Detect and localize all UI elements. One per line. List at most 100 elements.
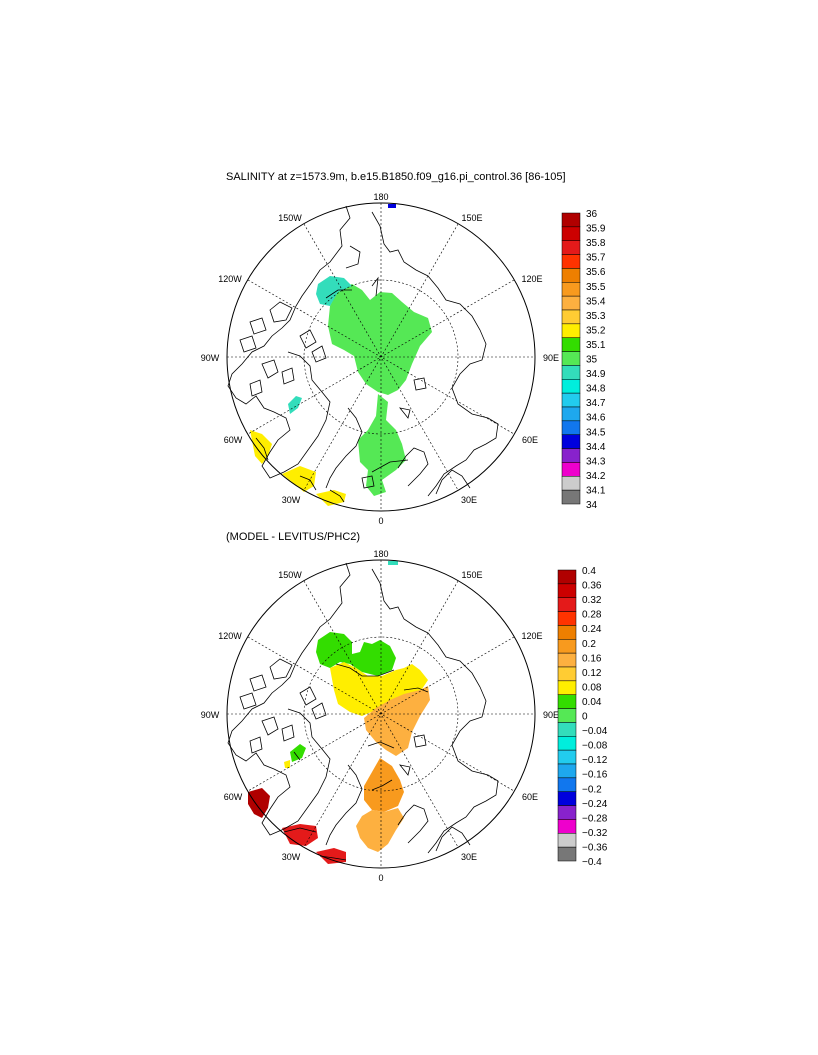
colorbar-label: 35.2	[586, 325, 606, 336]
colorbar-box	[557, 736, 577, 751]
colorbar-box	[557, 805, 577, 820]
colorbar-box	[561, 309, 581, 325]
colorbar-label: 0.08	[582, 682, 602, 693]
lon-label-150e: 150E	[461, 570, 482, 580]
colorbar-box	[557, 625, 577, 640]
colorbar-label: 35	[586, 355, 598, 366]
field-blue-pacific	[388, 204, 396, 208]
colorbar-label: −0.12	[582, 755, 608, 766]
colorbar-box	[557, 569, 577, 585]
colorbar-label: 35.7	[586, 253, 606, 264]
colorbar-box	[561, 476, 581, 491]
graticule	[227, 203, 535, 511]
lon-label-90w: 90W	[201, 353, 220, 363]
lon-label-30w: 30W	[282, 495, 301, 505]
colorbar-label: 34.7	[586, 398, 606, 409]
lon-label-180: 180	[373, 549, 388, 559]
colorbar-label: 0.12	[582, 668, 602, 679]
colorbar-box	[561, 462, 581, 477]
colorbar-box	[557, 819, 577, 834]
field-green-atlantic	[358, 394, 406, 496]
lon-label-0: 0	[378, 516, 383, 526]
field-cyan-baffin	[288, 396, 302, 414]
colorbar-label: −0.2	[582, 784, 602, 795]
colorbar-difference: 0.4 0.36 0.32 0.28 0.24 0.2 0.16 0.12 0.08 0.04 0 −…	[557, 566, 608, 868]
colorbar-label: 0.24	[582, 624, 602, 635]
colorbar-box	[557, 777, 577, 792]
graticule-2	[227, 560, 535, 868]
field-green-baffin	[290, 744, 306, 762]
colorbar-label: 35.1	[586, 340, 606, 351]
map-title-salinity: SALINITY at z=1573.9m, b.e15.B1850.f09_g…	[226, 171, 566, 183]
field-red-atlantic	[282, 824, 318, 846]
field-orange-norwegian	[356, 808, 404, 852]
lon-label-150w: 150W	[278, 213, 302, 223]
colorbar-label: 34.5	[586, 427, 606, 438]
lon-label-30e: 30E	[461, 852, 477, 862]
colorbar-box	[557, 694, 577, 709]
colorbar-box	[561, 295, 581, 311]
colorbar-box	[561, 351, 581, 366]
lon-label-90w: 90W	[201, 710, 220, 720]
colorbar-box	[557, 749, 577, 765]
colorbar-label: 0.28	[582, 610, 602, 621]
polar-map-difference: 180 150W 150E 120W 120E 90W 90E 60W 60E …	[201, 549, 559, 883]
field-red-labrador	[248, 788, 270, 818]
colorbar-label: −0.28	[582, 813, 608, 824]
colorbar-box	[561, 379, 581, 394]
colorbar-box	[561, 448, 581, 463]
field-orange-eurasian	[364, 686, 430, 756]
colorbar-box	[561, 392, 581, 408]
field-green-arctic	[328, 284, 432, 395]
lon-label-120w: 120W	[218, 631, 242, 641]
colorbar-label: −0.08	[582, 741, 608, 752]
colorbar-box	[557, 597, 577, 612]
colorbar-box	[561, 226, 581, 241]
colorbar-label: 34.8	[586, 384, 606, 395]
lon-label-90e: 90E	[543, 710, 559, 720]
colorbar-box	[561, 240, 581, 255]
lon-label-60e: 60E	[522, 792, 538, 802]
colorbar-label: 36	[586, 209, 598, 220]
colorbar-label: 35.4	[586, 296, 606, 307]
colorbar-label: 35.6	[586, 267, 606, 278]
colorbar-label: 34.3	[586, 456, 606, 467]
colorbar-label: 0.4	[582, 566, 596, 577]
field-yellow-atlantic	[282, 466, 316, 492]
colorbar-box	[561, 337, 581, 352]
colorbar-label: 0.16	[582, 653, 602, 664]
colorbar-box	[561, 365, 581, 380]
colorbar-label: 35.5	[586, 282, 606, 293]
colorbar-box	[561, 489, 581, 505]
colorbar-label: 34.9	[586, 369, 606, 380]
colorbar-box	[557, 722, 577, 737]
lon-label-120e: 120E	[521, 631, 542, 641]
colorbar-label: 34.4	[586, 442, 606, 453]
colorbar-box	[561, 282, 581, 297]
colorbar-box	[557, 708, 577, 723]
lon-label-60e: 60E	[522, 435, 538, 445]
lon-label-60w: 60W	[224, 435, 243, 445]
colorbar-label: −0.16	[582, 770, 608, 781]
lon-label-150e: 150E	[461, 213, 482, 223]
colorbar-label: 0	[582, 712, 588, 723]
colorbar-box	[557, 791, 577, 806]
colorbar-box	[557, 763, 577, 779]
colorbar-label: 34.6	[586, 413, 606, 424]
colorbar-box	[557, 611, 577, 626]
colorbar-label: 34.2	[586, 471, 606, 482]
salinity-contour	[255, 289, 409, 503]
colorbar-box	[561, 434, 581, 449]
colorbar-box	[557, 652, 577, 668]
lon-label-120e: 120E	[521, 274, 542, 284]
colorbar-box	[561, 268, 581, 283]
lon-label-30e: 30E	[461, 495, 477, 505]
lon-label-150w: 150W	[278, 570, 302, 580]
colorbar-box	[561, 420, 581, 435]
colorbar-box	[557, 846, 577, 862]
field-red-atlantic-2	[316, 848, 346, 864]
lon-label-60w: 60W	[224, 792, 243, 802]
colorbar-label: −0.36	[582, 842, 608, 853]
colorbar-box	[561, 323, 581, 338]
